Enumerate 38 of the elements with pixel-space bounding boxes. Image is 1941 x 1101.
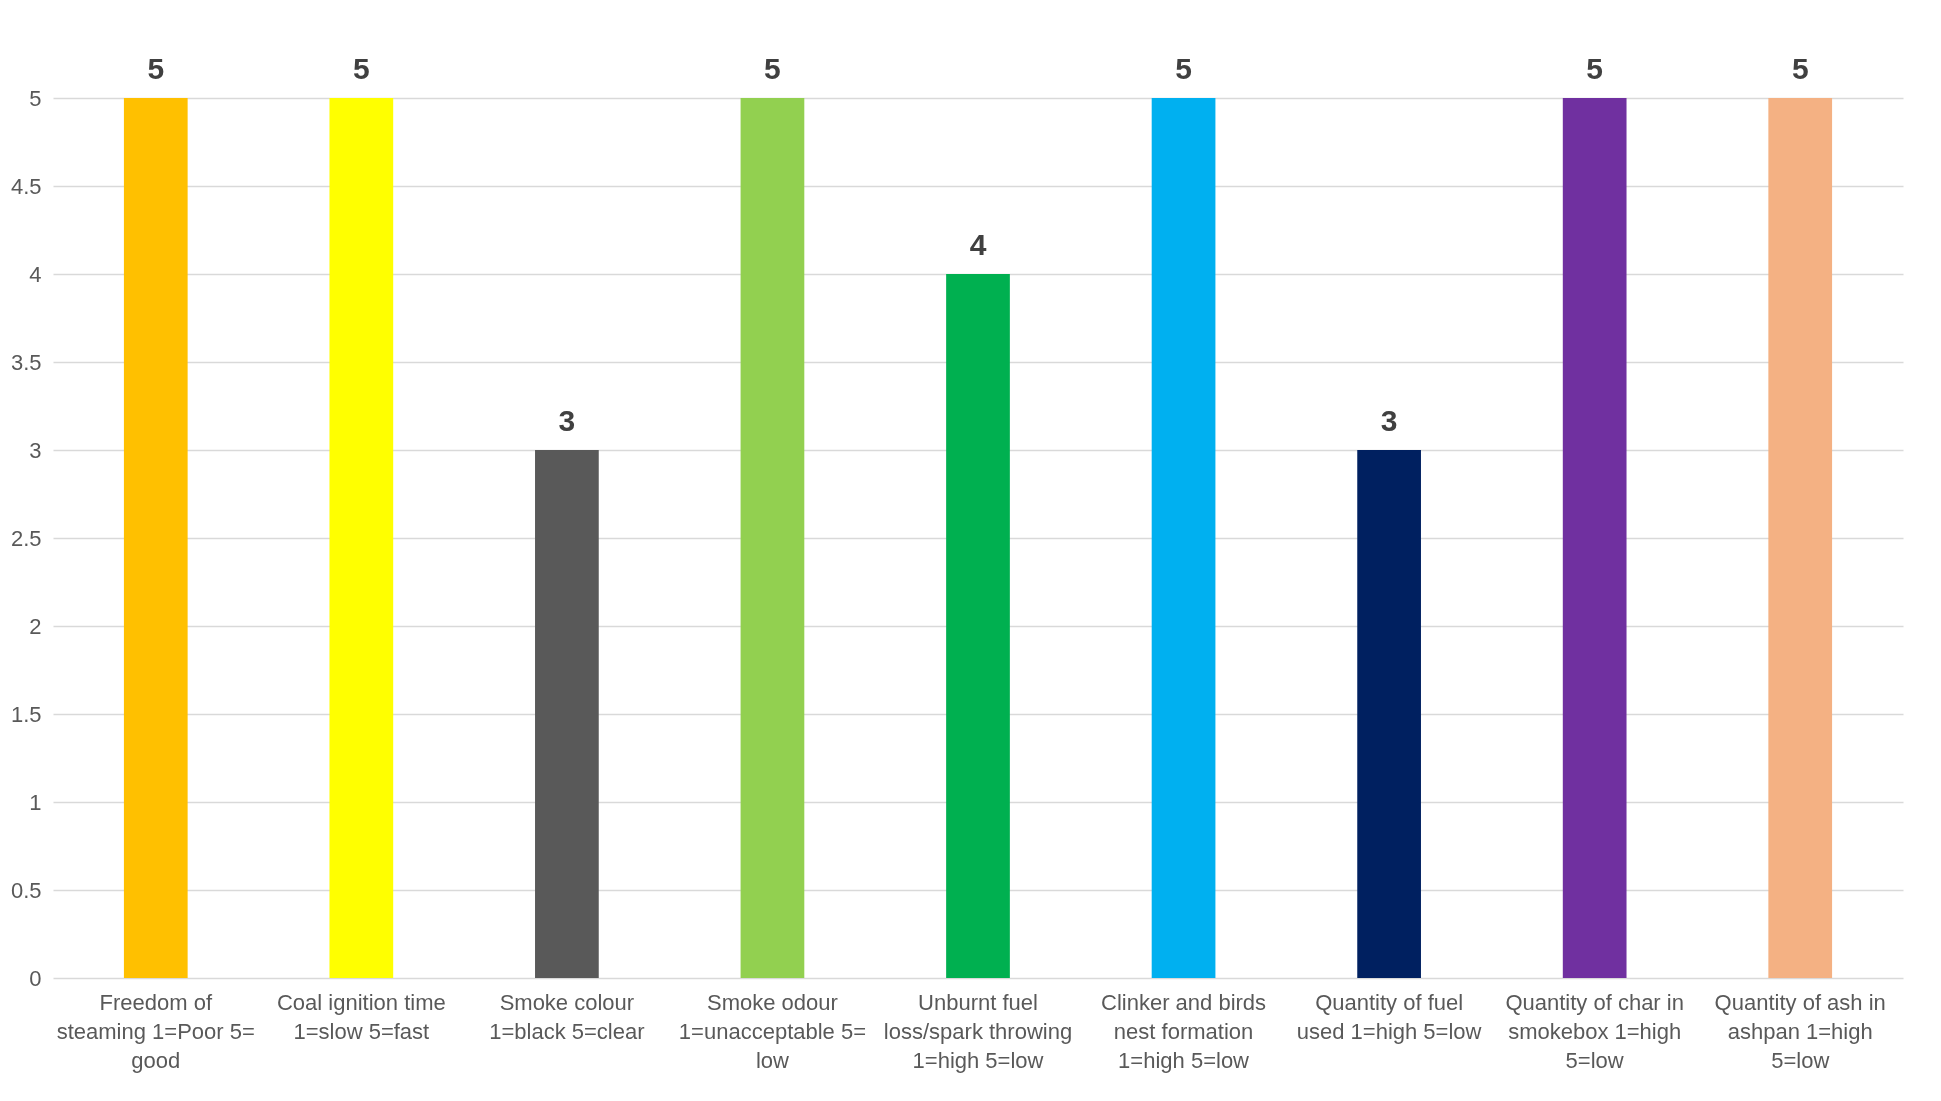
- y-tick-label: 0.5: [10, 877, 42, 903]
- data-label: 5: [1175, 52, 1192, 85]
- x-tick-label: Smoke odour 1=unacceptable 5= low: [678, 989, 867, 1073]
- y-tick-label: 2.5: [10, 525, 42, 551]
- data-label: 5: [147, 52, 165, 85]
- bar: [1768, 98, 1833, 978]
- data-label: 4: [969, 228, 987, 261]
- x-tick-label: Quantity of fuel used 1=high 5=low: [1296, 989, 1482, 1044]
- x-tick-label: Coal ignition time 1=slow 5=fast: [276, 989, 446, 1044]
- y-tick-label: 0: [29, 965, 42, 991]
- bar: [1562, 98, 1627, 978]
- x-tick-label: Smoke colour 1=black 5=clear: [489, 989, 645, 1044]
- data-label: 3: [558, 404, 576, 437]
- x-tick-label: Unburnt fuel loss/spark throwing 1=high 5=low: [883, 989, 1073, 1073]
- bar: [740, 98, 805, 978]
- x-tick-label: Quantity of char in smokebox 1=high 5=low: [1505, 989, 1684, 1073]
- y-tick-label: 5: [29, 85, 42, 111]
- data-label: 5: [764, 52, 781, 85]
- data-label: 5: [352, 52, 370, 85]
- bar: [329, 98, 394, 978]
- y-tick-label: 3.5: [10, 349, 42, 375]
- data-label: 3: [1380, 404, 1398, 437]
- bar: [535, 450, 599, 978]
- y-tick-label: 2: [29, 613, 42, 639]
- y-tick-label: 3: [29, 437, 42, 463]
- x-tick-label: Quantity of ash in ashpan 1=high 5=low: [1714, 989, 1886, 1073]
- y-tick-label: 1.5: [10, 701, 42, 727]
- bar: [1357, 450, 1421, 978]
- x-tick-label: Clinker and birds nest formation 1=high 5=low: [1101, 989, 1267, 1073]
- y-tick-label: 4.5: [10, 173, 42, 199]
- bar: [123, 98, 188, 978]
- y-tick-label: 1: [29, 789, 42, 815]
- bar: [946, 274, 1010, 978]
- y-tick-label: 4: [29, 261, 42, 287]
- data-label: 5: [1586, 52, 1604, 85]
- data-label: 5: [1791, 52, 1809, 85]
- bar: [1151, 98, 1216, 978]
- x-tick-label: Freedom of steaming 1=Poor 5= good: [56, 989, 255, 1073]
